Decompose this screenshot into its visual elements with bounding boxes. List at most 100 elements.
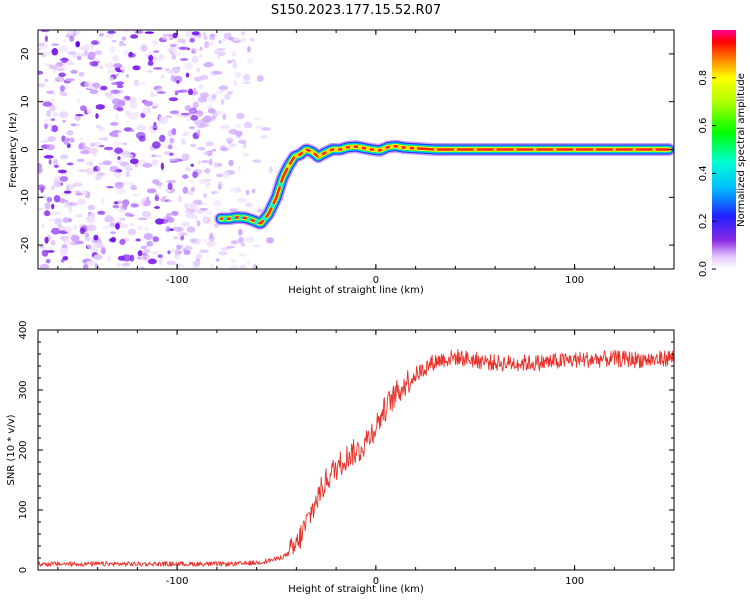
noise-blob [58, 72, 66, 78]
x-tick-label: -100 [166, 576, 189, 587]
noise-blob [112, 130, 120, 133]
noise-blob [191, 214, 198, 220]
noise-blob [243, 121, 253, 129]
noise-blob [129, 129, 135, 133]
noise-blob [167, 217, 175, 223]
noise-blob [219, 147, 229, 152]
noise-blob [180, 112, 190, 116]
noise-blob [104, 92, 113, 97]
noise-blob [159, 218, 168, 224]
noise-blob [77, 158, 85, 163]
noise-blob [210, 263, 215, 269]
ridge-node [513, 147, 517, 152]
noise-blob [173, 226, 177, 231]
noise-blob [230, 240, 239, 245]
y-tick-label: 300 [18, 380, 29, 399]
ridge-node [310, 149, 315, 155]
noise-blob [116, 84, 124, 89]
noise-blob [162, 196, 166, 199]
ridge-node [238, 215, 243, 220]
noise-blob [172, 32, 178, 39]
noise-blob [38, 207, 44, 211]
noise-blob [123, 49, 129, 55]
noise-blob [85, 237, 91, 242]
noise-blob [78, 142, 86, 149]
noise-blob [41, 223, 45, 229]
noise-blob [86, 217, 95, 224]
noise-blob [153, 67, 163, 70]
x-tick-label: 0 [373, 275, 379, 286]
noise-blob [121, 36, 127, 41]
noise-blob [69, 137, 75, 143]
noise-blob [191, 55, 199, 64]
noise-blob [90, 43, 94, 50]
spectrogram-xlabel: Height of straight line (km) [288, 285, 424, 296]
noise-blob [68, 206, 73, 213]
noise-blob [152, 39, 158, 46]
y-tick-label: 0 [20, 146, 31, 152]
noise-blob [174, 114, 182, 117]
noise-blob [86, 109, 92, 115]
noise-blob [186, 226, 196, 233]
noise-blob [154, 195, 160, 202]
snr-xlabel: Height of straight line (km) [288, 584, 424, 595]
noise-blob [134, 163, 138, 168]
noise-blob [82, 190, 87, 196]
noise-blob [208, 158, 213, 166]
noise-blob [143, 254, 150, 260]
noise-blob [137, 225, 143, 230]
noise-blob [64, 226, 73, 233]
ridge-node [262, 216, 267, 221]
noise-blob [133, 79, 140, 87]
noise-blob [62, 205, 72, 208]
noise-blob [94, 141, 101, 147]
noise-blob [75, 114, 84, 117]
noise-blob [38, 83, 46, 88]
noise-blob [69, 36, 75, 42]
noise-blob [242, 81, 251, 85]
y-tick-label: 20 [20, 48, 31, 61]
noise-blob [199, 46, 203, 51]
noise-blob [115, 73, 120, 76]
noise-blob [53, 112, 58, 117]
noise-blob [77, 198, 86, 205]
noise-blob [236, 197, 247, 203]
noise-blob [107, 96, 116, 100]
noise-blob [256, 75, 264, 82]
noise-blob [54, 217, 62, 225]
noise-blob [165, 225, 171, 233]
noise-blob [208, 41, 215, 46]
noise-blob [157, 254, 163, 259]
noise-blob [197, 96, 208, 103]
noise-blob [95, 104, 106, 110]
noise-blob [167, 200, 173, 204]
noise-blob [55, 62, 64, 67]
noise-blob [106, 68, 117, 74]
noise-blob [43, 155, 54, 159]
noise-blob [196, 129, 201, 136]
y-tick-label: 0 [18, 567, 29, 573]
noise-blob [116, 107, 124, 112]
noise-blob [221, 246, 228, 252]
noise-blob [117, 156, 121, 160]
noise-blob [210, 190, 219, 194]
noise-blob [167, 69, 175, 75]
noise-blob [77, 98, 81, 104]
noise-blob [143, 233, 154, 240]
noise-blob [80, 150, 91, 155]
noise-blob [42, 62, 48, 67]
ridge-node [414, 146, 418, 150]
noise-blob [196, 110, 204, 117]
noise-blob [203, 238, 207, 242]
noise-blob [182, 174, 189, 179]
noise-blob [141, 210, 152, 218]
noise-blob [38, 184, 46, 191]
noise-blob [184, 62, 194, 70]
noise-blob [135, 238, 141, 242]
noise-blob [192, 48, 201, 52]
noise-blob [218, 251, 228, 256]
noise-blob [130, 184, 138, 191]
noise-blob [200, 92, 210, 98]
noise-blob [176, 244, 183, 250]
